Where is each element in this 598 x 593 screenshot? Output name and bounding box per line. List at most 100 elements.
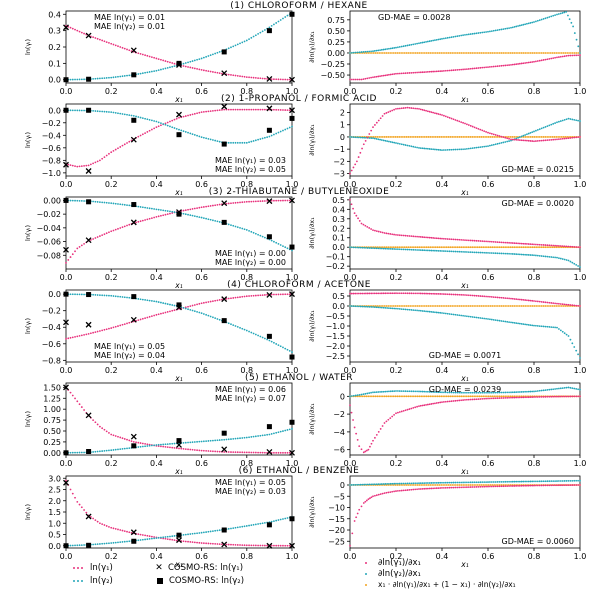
series-dlng1-point <box>351 78 353 81</box>
series-dlng1-point <box>389 491 392 493</box>
series-dlng2-point <box>513 321 516 324</box>
series-gd-sum-point <box>378 136 381 138</box>
series-ln-gamma2-point <box>236 326 239 328</box>
series-dlng2-point <box>567 335 570 337</box>
series-ln-gamma2-point <box>200 57 203 60</box>
series-dlng2-point <box>492 143 495 146</box>
series-dlng2-point <box>359 305 362 308</box>
series-dlng1-point <box>462 239 464 241</box>
series-gd-sum-point <box>476 305 479 307</box>
series-dlng2-point <box>577 353 579 356</box>
series-dlng2-point <box>414 146 417 149</box>
series-dlng2-point <box>508 391 510 394</box>
series-dlng1-point <box>354 292 357 295</box>
series-dlng1-point <box>425 403 427 406</box>
series-gd-sum-point <box>383 136 386 138</box>
series-dlng2-point <box>520 322 523 325</box>
series-dlng1-point <box>464 239 466 242</box>
y-tick-label: 0.25 <box>43 438 61 447</box>
series-dlng1-point <box>498 65 501 67</box>
y-tick-label: −1.0 <box>326 322 345 331</box>
series-ln-gamma1-point <box>288 109 291 112</box>
series-dlng2-point <box>565 118 568 121</box>
series-dlng1-point <box>569 484 572 486</box>
series-gd-sum-point <box>458 484 461 486</box>
series-ln-gamma1-point <box>112 149 115 152</box>
series-gd-sum-point <box>416 484 419 486</box>
series-gd-sum-point <box>425 136 428 138</box>
series-dlng1-point <box>469 67 472 70</box>
series-ln-gamma2-point <box>284 16 287 18</box>
series-ln-gamma1-point <box>202 301 205 304</box>
series-gd-sum-point <box>495 395 497 398</box>
series-ln-gamma1-point <box>114 228 117 231</box>
series-ln-gamma2-point <box>214 317 217 320</box>
series-dlng2-point <box>356 246 358 249</box>
series-dlng2-point <box>550 123 553 126</box>
series-dlng2-point <box>421 249 424 252</box>
series-dlng1-point <box>379 75 381 78</box>
series-ln-gamma1-point <box>189 448 192 451</box>
series-dlng1-point <box>548 301 551 304</box>
cosmo-ln-gamma2-marker <box>221 219 227 225</box>
series-dlng1-point <box>508 241 510 244</box>
series-ln-gamma2-point <box>69 78 72 81</box>
y-tick-label: −6 <box>333 446 345 455</box>
series-dlng1-point <box>426 236 429 239</box>
series-ln-gamma1-point <box>123 143 126 146</box>
series-gd-sum-point <box>475 136 477 138</box>
series-dlng1-point <box>481 66 484 69</box>
series-ln-gamma1-point <box>227 543 230 546</box>
y-tick-label: 2 <box>340 109 345 118</box>
cosmo-ln-gamma1-marker <box>85 32 92 39</box>
series-gd-sum-point <box>478 246 481 249</box>
series-dlng2-point <box>517 391 519 393</box>
series-dlng1-point <box>487 66 489 68</box>
series-dlng1-point <box>481 397 484 400</box>
series-dlng2-point <box>377 306 380 309</box>
series-gd-sum-point <box>464 52 466 54</box>
series-dlng1-point <box>414 71 417 74</box>
series-ln-gamma2-point <box>284 347 287 350</box>
series-gd-sum-point <box>400 246 403 249</box>
series-ln-gamma2-point <box>252 332 255 335</box>
series-gd-sum-point <box>517 305 519 307</box>
series-ln-gamma1-point <box>146 316 149 319</box>
series-dlng1-point <box>535 140 537 142</box>
series-dlng1-point <box>481 129 484 132</box>
series-ln-gamma1-point <box>212 450 214 453</box>
series-dlng1-point <box>490 65 493 68</box>
series-ln-gamma1-point <box>105 232 108 235</box>
series-dlng1-point <box>364 450 367 453</box>
panel-6-right: 0−5−10−15−20−250.0 0.2 0.4 0.6 0.8 1.0x₁∂ln(γ… <box>308 475 586 569</box>
series-gd-sum-point <box>498 52 501 54</box>
series-dlng1-point <box>350 411 353 414</box>
series-dlng2-point <box>382 483 385 485</box>
series-ln-gamma2-point <box>99 543 101 545</box>
series-dlng1-point <box>444 400 447 403</box>
series-dlng1-point <box>577 484 579 486</box>
series-dlng2-point <box>379 483 381 486</box>
series-ln-gamma1-point <box>282 451 284 454</box>
series-dlng1-point <box>414 235 417 238</box>
series-dlng1-point <box>579 395 581 398</box>
series-dlng2-point <box>370 483 373 486</box>
cosmo-ln-gamma1-marker <box>289 107 295 114</box>
series-dlng1-point <box>502 485 505 488</box>
series-dlng1 <box>349 395 581 454</box>
series-dlng1-point <box>375 75 378 78</box>
series-gd-sum-point <box>482 305 485 307</box>
series-dlng2-point <box>356 51 359 54</box>
y-tick-label: 0 <box>340 133 345 142</box>
series-gd-sum-point <box>420 246 423 249</box>
series-ln-gamma1-point <box>273 293 275 296</box>
series-gd-sum-point <box>522 305 525 307</box>
series-ln-gamma2-point <box>241 227 244 230</box>
series-dlng2-point <box>569 479 572 482</box>
series-dlng1-point <box>522 242 525 245</box>
series-ln-gamma2-point <box>137 205 140 208</box>
series-dlng2-point <box>434 148 436 151</box>
series-gd-sum-point <box>478 484 481 486</box>
series-dlng2-point <box>412 309 415 311</box>
x-tick-label: 0.6 <box>195 366 208 375</box>
